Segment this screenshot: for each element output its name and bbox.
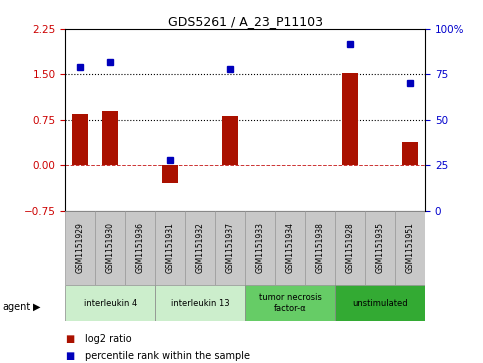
Title: GDS5261 / A_23_P11103: GDS5261 / A_23_P11103: [168, 15, 323, 28]
Text: GSM1151951: GSM1151951: [406, 222, 414, 273]
Text: log2 ratio: log2 ratio: [85, 334, 131, 344]
Text: unstimulated: unstimulated: [352, 299, 408, 307]
Bar: [185, 211, 215, 285]
Text: interleukin 4: interleukin 4: [84, 299, 137, 307]
Bar: [335, 285, 425, 321]
Text: GSM1151936: GSM1151936: [136, 222, 145, 273]
Text: percentile rank within the sample: percentile rank within the sample: [85, 351, 250, 361]
Bar: [102, 111, 118, 165]
Bar: [222, 115, 239, 165]
Bar: [65, 211, 95, 285]
Text: ▶: ▶: [33, 302, 41, 312]
Bar: [72, 114, 88, 165]
Text: GSM1151932: GSM1151932: [196, 222, 205, 273]
Text: interleukin 13: interleukin 13: [171, 299, 229, 307]
Text: GSM1151930: GSM1151930: [106, 222, 114, 273]
Bar: [305, 211, 335, 285]
Text: GSM1151931: GSM1151931: [166, 222, 175, 273]
Bar: [402, 142, 418, 165]
Text: GSM1151933: GSM1151933: [256, 222, 265, 273]
Text: ■: ■: [65, 351, 74, 361]
Bar: [215, 211, 245, 285]
Bar: [95, 211, 125, 285]
Bar: [245, 285, 335, 321]
Bar: [162, 165, 178, 183]
Bar: [275, 211, 305, 285]
Bar: [365, 211, 395, 285]
Bar: [335, 211, 365, 285]
Text: tumor necrosis
factor-α: tumor necrosis factor-α: [259, 293, 322, 313]
Bar: [125, 211, 155, 285]
Text: ■: ■: [65, 334, 74, 344]
Text: GSM1151935: GSM1151935: [376, 222, 384, 273]
Bar: [245, 211, 275, 285]
Text: GSM1151929: GSM1151929: [76, 222, 85, 273]
Bar: [155, 211, 185, 285]
Bar: [65, 285, 155, 321]
Text: GSM1151928: GSM1151928: [345, 223, 355, 273]
Text: GSM1151934: GSM1151934: [285, 222, 295, 273]
Text: GSM1151937: GSM1151937: [226, 222, 235, 273]
Bar: [342, 73, 358, 165]
Bar: [155, 285, 245, 321]
Bar: [395, 211, 425, 285]
Text: agent: agent: [2, 302, 30, 312]
Text: GSM1151938: GSM1151938: [315, 222, 325, 273]
